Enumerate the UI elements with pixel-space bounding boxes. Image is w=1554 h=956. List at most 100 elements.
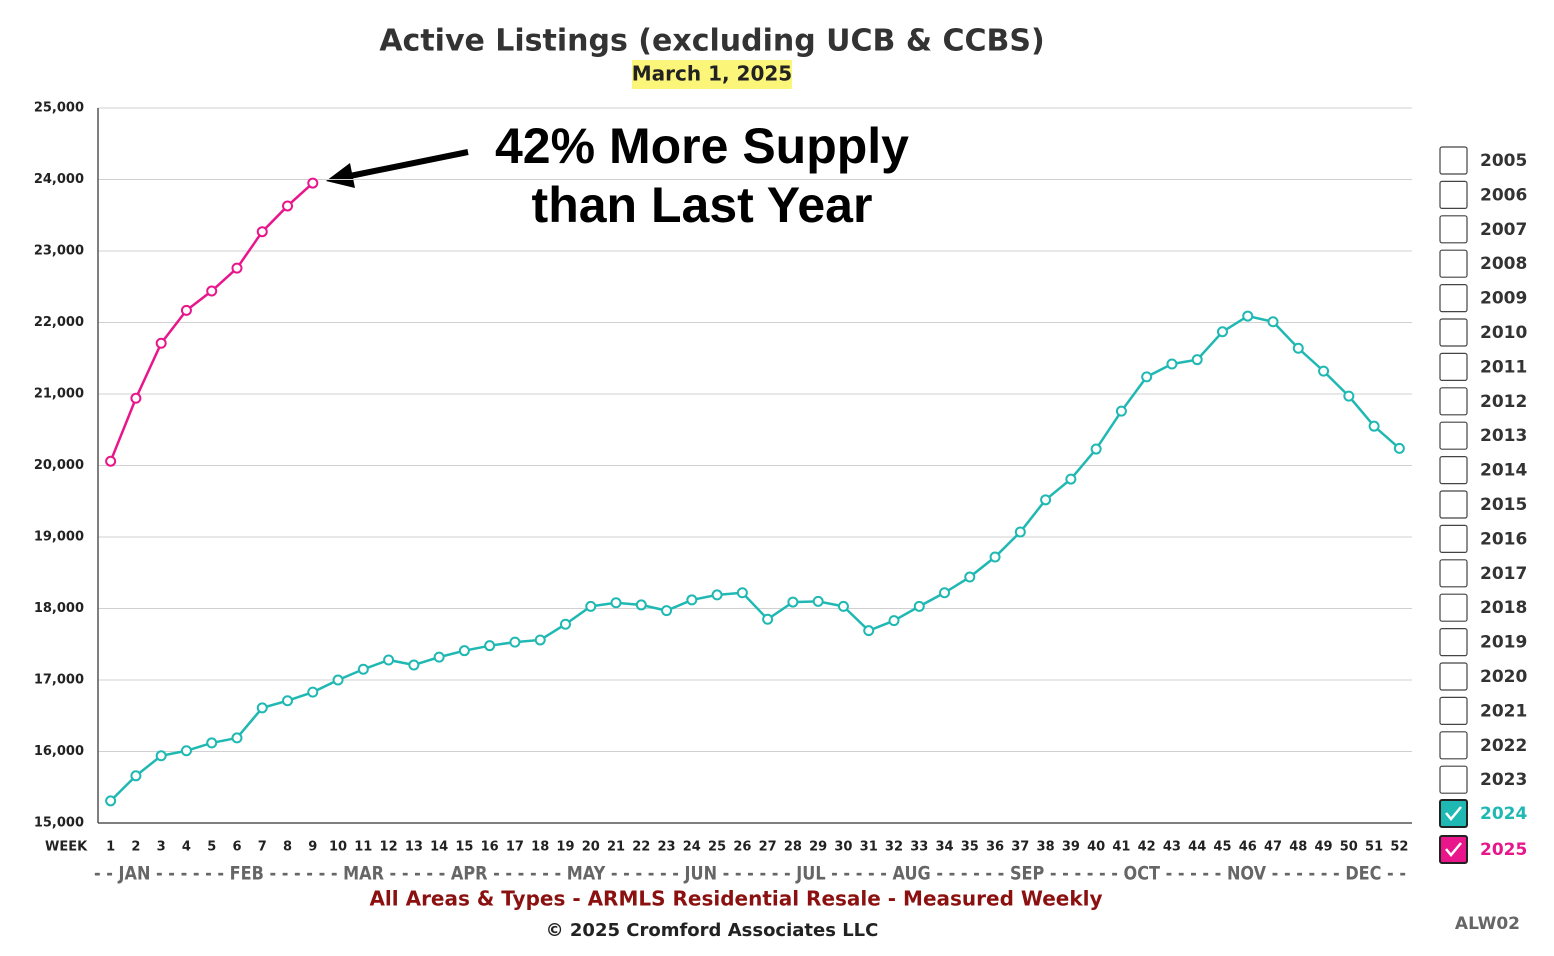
- data-point: [206, 737, 218, 749]
- x-tick-label: 2: [131, 840, 140, 855]
- x-tick-label: 15: [455, 840, 473, 855]
- footer: All Areas & Types - ARMLS Residential Re…: [369, 887, 1102, 911]
- legend-checkbox[interactable]: [1439, 146, 1468, 175]
- x-tick-label: 19: [556, 840, 574, 855]
- legend-checkbox[interactable]: [1439, 662, 1468, 691]
- x-tick-label: 12: [380, 840, 398, 855]
- x-tick-label: 45: [1213, 840, 1231, 855]
- legend-label: 2013: [1480, 426, 1527, 446]
- legend-label: 2019: [1480, 633, 1527, 653]
- y-tick-label: 16,000: [34, 744, 84, 759]
- x-tick-label: 24: [683, 840, 701, 855]
- data-point: [155, 337, 167, 349]
- data-point: [130, 392, 142, 404]
- data-point: [787, 596, 799, 608]
- y-tick-label: 19,000: [34, 530, 84, 545]
- legend-checkbox[interactable]: [1439, 456, 1468, 485]
- data-point: [534, 634, 546, 646]
- data-point: [610, 597, 622, 609]
- x-tick-label: 1: [106, 840, 115, 855]
- subtitle: March 1, 2025: [632, 62, 792, 86]
- legend-checkbox[interactable]: [1439, 559, 1468, 588]
- legend-checkbox[interactable]: [1439, 180, 1468, 209]
- data-point: [1267, 316, 1279, 328]
- x-tick-label: 42: [1138, 840, 1156, 855]
- data-point: [155, 750, 167, 762]
- legend-checkbox[interactable]: [1439, 421, 1468, 450]
- legend-checkbox[interactable]: [1439, 387, 1468, 416]
- x-tick-label: 49: [1315, 840, 1333, 855]
- legend-checkbox[interactable]: [1439, 765, 1468, 794]
- data-point: [105, 795, 117, 807]
- x-tick-label: 46: [1239, 840, 1257, 855]
- data-point: [913, 600, 925, 612]
- month-axis: - - JAN - - - - - - FEB - - - - - - MAR …: [94, 863, 1406, 885]
- data-point: [1318, 365, 1330, 377]
- data-point: [1191, 354, 1203, 366]
- data-point: [509, 636, 521, 648]
- x-tick-label: 4: [182, 840, 191, 855]
- x-tick-label: 44: [1188, 840, 1206, 855]
- legend-checkbox[interactable]: [1439, 352, 1468, 381]
- y-tick-label: 23,000: [34, 244, 84, 259]
- data-point: [1040, 494, 1052, 506]
- x-tick-label: 13: [405, 840, 423, 855]
- legend-checkbox[interactable]: [1439, 627, 1468, 657]
- x-tick-label: 3: [157, 840, 166, 855]
- legend-checkbox[interactable]: [1439, 490, 1468, 519]
- data-point: [686, 594, 698, 606]
- legend-checkbox[interactable]: [1439, 284, 1468, 313]
- data-point: [1014, 526, 1026, 538]
- x-tick-label: 51: [1365, 840, 1383, 855]
- x-tick-label: 32: [885, 840, 903, 855]
- data-point: [282, 695, 294, 707]
- data-point: [357, 663, 369, 675]
- x-tick-label: 39: [1062, 840, 1080, 855]
- x-tick-label: 38: [1037, 840, 1055, 855]
- data-point: [484, 640, 496, 652]
- legend-checkbox[interactable]: [1439, 215, 1468, 244]
- y-tick-label: 15,000: [34, 816, 84, 831]
- x-tick-label: 34: [935, 840, 953, 855]
- data-point: [661, 605, 673, 617]
- legend-label: 2009: [1480, 289, 1527, 309]
- data-point: [1343, 390, 1355, 402]
- legend-label: 2020: [1480, 667, 1527, 687]
- legend-label: 2011: [1480, 357, 1527, 377]
- x-tick-label: 25: [708, 840, 726, 855]
- legend-checkbox[interactable]: [1439, 835, 1468, 864]
- data-point: [1141, 371, 1153, 383]
- legend-checkbox[interactable]: [1439, 249, 1468, 278]
- x-tick-label: 33: [910, 840, 928, 855]
- data-point: [130, 770, 142, 782]
- data-point: [231, 262, 243, 274]
- data-point: [383, 654, 395, 666]
- x-tick-label: 11: [354, 840, 372, 855]
- data-point: [1242, 310, 1254, 322]
- data-point: [863, 625, 875, 637]
- x-tick-label: 31: [860, 840, 878, 855]
- legend-checkbox[interactable]: [1439, 696, 1468, 726]
- x-tick-label: 40: [1087, 840, 1105, 855]
- copyright: © 2025 Cromford Associates LLC: [546, 920, 879, 941]
- x-tick-label: 37: [1011, 840, 1029, 855]
- annotation-arrow: [344, 149, 469, 180]
- legend-checkbox[interactable]: [1439, 731, 1468, 760]
- x-tick-label: 6: [232, 840, 241, 855]
- chart-title: Active Listings (excluding UCB & CCBS): [379, 24, 1044, 59]
- x-tick-label: 48: [1289, 840, 1307, 855]
- x-tick-label: 47: [1264, 840, 1282, 855]
- legend-checkbox[interactable]: [1439, 524, 1468, 554]
- data-point: [964, 571, 976, 583]
- annotation: than Last Year: [532, 177, 873, 233]
- legend-label: 2021: [1480, 701, 1527, 721]
- data-point: [433, 651, 445, 663]
- x-tick-label: 17: [506, 840, 524, 855]
- data-point: [180, 304, 192, 316]
- legend-checkbox[interactable]: [1439, 799, 1468, 828]
- x-tick-label: 22: [632, 840, 650, 855]
- x-tick-label: 7: [258, 840, 267, 855]
- legend-label: 2025: [1480, 840, 1527, 860]
- legend-checkbox[interactable]: [1439, 593, 1468, 622]
- legend-checkbox[interactable]: [1439, 318, 1468, 347]
